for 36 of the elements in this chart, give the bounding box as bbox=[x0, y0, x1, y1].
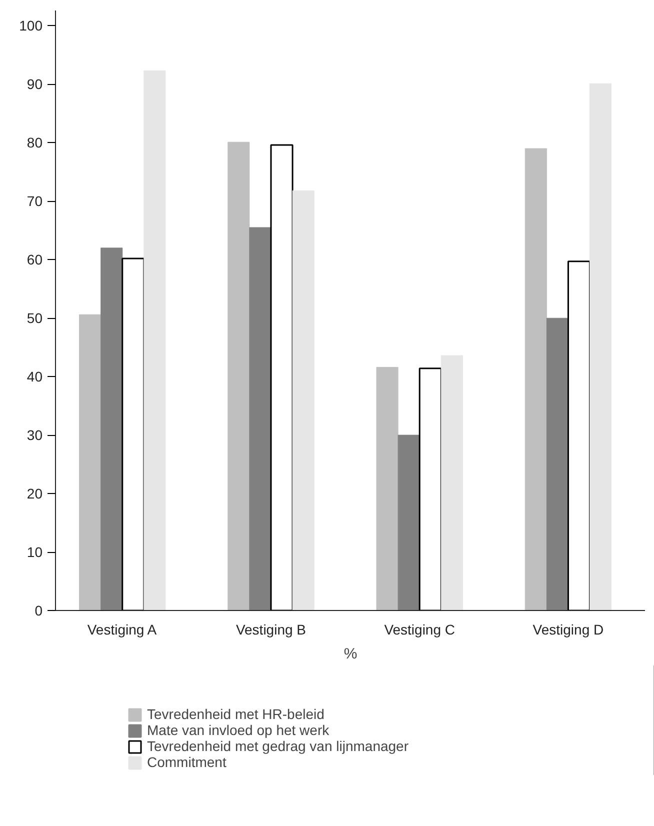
bar bbox=[79, 314, 102, 610]
y-tick-label: 30 bbox=[26, 427, 43, 444]
bar bbox=[418, 368, 442, 610]
y-tick-label: 60 bbox=[26, 252, 43, 268]
y-tick-label: 10 bbox=[26, 544, 43, 560]
x-tick-label: Vestiging A bbox=[87, 622, 158, 638]
bar bbox=[228, 142, 250, 610]
y-tick-label: 0 bbox=[34, 602, 43, 618]
bar bbox=[249, 227, 272, 610]
y-tick-label: 50 bbox=[26, 310, 43, 326]
bar bbox=[100, 248, 123, 610]
x-axis-title: % bbox=[344, 646, 358, 662]
x-tick-label: Vestiging C bbox=[384, 622, 456, 638]
y-tick-label: 70 bbox=[26, 193, 43, 210]
bar bbox=[546, 318, 568, 610]
y-tick-label: 90 bbox=[26, 76, 43, 92]
legend-label: Tevredenheid met gedrag van lijnmanager bbox=[147, 738, 408, 754]
bar bbox=[590, 83, 612, 610]
x-tick-label: Vestiging D bbox=[532, 622, 604, 638]
y-tick-label: 20 bbox=[26, 486, 43, 502]
bar bbox=[122, 258, 145, 610]
bar bbox=[524, 148, 547, 610]
bar bbox=[398, 434, 420, 610]
bar bbox=[144, 70, 166, 610]
bar bbox=[567, 260, 591, 610]
x-tick-label: Vestiging B bbox=[236, 622, 306, 638]
bar bbox=[376, 366, 398, 610]
legend-label: Mate van invloed op het werk bbox=[147, 722, 330, 738]
bar bbox=[270, 144, 294, 610]
y-tick-label: 40 bbox=[26, 368, 43, 385]
bar bbox=[440, 355, 463, 610]
legend-label: Commitment bbox=[147, 754, 226, 770]
legend-label: Tevredenheid met HR-beleid bbox=[147, 706, 324, 722]
bar bbox=[292, 190, 314, 610]
y-tick-label: 80 bbox=[26, 134, 43, 151]
y-tick-label: 100 bbox=[19, 18, 43, 34]
